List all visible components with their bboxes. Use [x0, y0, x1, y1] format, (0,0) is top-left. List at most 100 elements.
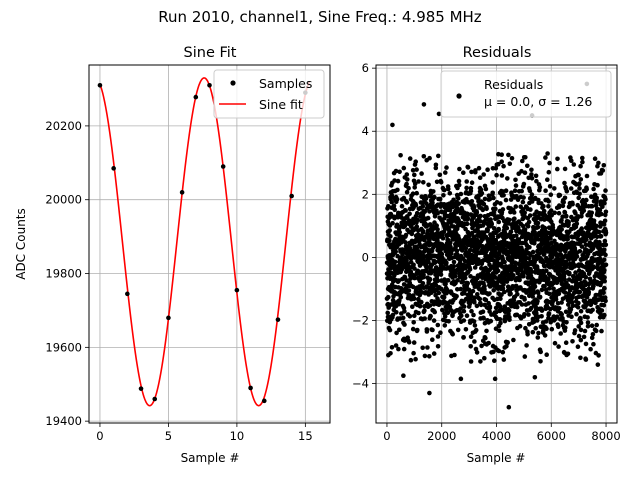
residual-point — [404, 181, 409, 187]
residual-point — [497, 317, 503, 322]
residuals-ytick-label: 6 — [362, 61, 369, 75]
residual-point — [499, 173, 505, 178]
residual-point — [594, 223, 599, 229]
residual-point — [566, 220, 571, 225]
residual-point — [603, 298, 608, 304]
residuals-xtick-label: 8000 — [591, 429, 620, 443]
residual-point — [461, 308, 467, 314]
legend-residuals-label: Residuals — [484, 77, 543, 92]
residual-outlier-point — [386, 352, 391, 358]
residuals-ytick-label: −2 — [352, 313, 369, 327]
residual-point — [569, 299, 575, 305]
residual-point — [577, 186, 582, 191]
residual-point — [578, 163, 583, 169]
residual-point — [535, 298, 540, 304]
residual-point — [559, 300, 564, 305]
residual-outlier-point — [401, 373, 406, 378]
residual-point — [544, 352, 549, 358]
residual-point — [393, 249, 399, 254]
residual-point — [427, 155, 432, 161]
residual-point — [481, 201, 487, 207]
residual-point — [406, 288, 412, 293]
residual-point — [500, 349, 506, 355]
residual-point — [443, 170, 448, 175]
residual-point — [424, 264, 430, 270]
residual-point — [436, 153, 441, 159]
residual-point — [577, 249, 583, 254]
residual-point — [541, 203, 546, 209]
residual-point — [413, 159, 419, 164]
residual-point — [472, 300, 477, 305]
residual-point — [525, 163, 530, 169]
residual-point — [490, 180, 496, 185]
residuals-legend: Residuals μ = 0.0, σ = 1.26 — [440, 70, 612, 118]
residual-point — [573, 211, 578, 216]
residual-point — [527, 213, 533, 218]
residual-point — [485, 167, 490, 172]
residual-point — [601, 163, 607, 168]
residual-point — [566, 302, 571, 307]
sine-fit-xtick-label: 10 — [230, 429, 245, 443]
residual-point — [430, 200, 435, 206]
residual-point — [542, 284, 547, 289]
residual-point — [440, 307, 445, 313]
residual-point — [546, 169, 552, 175]
residual-point — [527, 245, 532, 250]
residual-point — [416, 310, 421, 316]
residual-point — [547, 184, 553, 189]
residual-point — [469, 169, 474, 175]
residual-point — [493, 305, 499, 311]
residual-point — [412, 275, 417, 281]
residual-point — [427, 303, 433, 308]
residual-point — [446, 319, 452, 324]
residual-point — [401, 165, 407, 171]
residual-point — [591, 186, 596, 192]
residual-point — [520, 158, 525, 164]
residual-point — [420, 204, 426, 209]
residual-point — [545, 151, 550, 156]
residual-point — [515, 292, 520, 297]
residual-point — [461, 335, 466, 340]
residual-point — [522, 354, 528, 359]
residual-point — [568, 307, 574, 312]
residual-outlier-point — [421, 102, 427, 107]
residual-point — [486, 340, 491, 346]
residual-point — [591, 341, 596, 347]
residual-point — [522, 210, 527, 215]
residual-point — [442, 323, 448, 328]
residual-point — [531, 290, 537, 296]
residual-point — [501, 357, 507, 362]
residual-point — [403, 240, 408, 245]
residual-outlier-point — [492, 376, 498, 382]
residual-point — [489, 221, 495, 227]
residual-point — [425, 345, 430, 350]
residual-point — [387, 238, 392, 243]
residual-point — [577, 289, 583, 295]
residual-point — [411, 340, 417, 345]
residual-point — [394, 330, 399, 336]
residual-point — [598, 233, 604, 239]
residual-point — [584, 237, 589, 242]
residual-point — [393, 343, 399, 348]
residual-point — [517, 323, 523, 329]
residual-point — [456, 182, 462, 188]
residual-point — [520, 207, 526, 212]
residual-point — [573, 270, 578, 275]
residual-point — [555, 166, 560, 172]
residual-point — [484, 328, 489, 334]
residual-point — [475, 292, 480, 297]
residual-point — [533, 325, 538, 331]
residual-point — [468, 344, 474, 349]
residual-point — [526, 312, 531, 317]
residual-point — [577, 276, 583, 282]
residual-point — [595, 182, 600, 188]
residual-point — [535, 266, 540, 271]
residual-point — [577, 181, 582, 186]
residual-point — [512, 216, 517, 221]
residual-point — [552, 340, 558, 346]
residuals-panel: Residuals 0 2000 4000 6000 8000 −4 −2 0 2 4 6 Samp… — [352, 45, 621, 465]
residual-point — [410, 326, 416, 332]
residual-point — [555, 156, 560, 162]
residual-point — [554, 314, 560, 320]
residual-point — [501, 163, 506, 169]
